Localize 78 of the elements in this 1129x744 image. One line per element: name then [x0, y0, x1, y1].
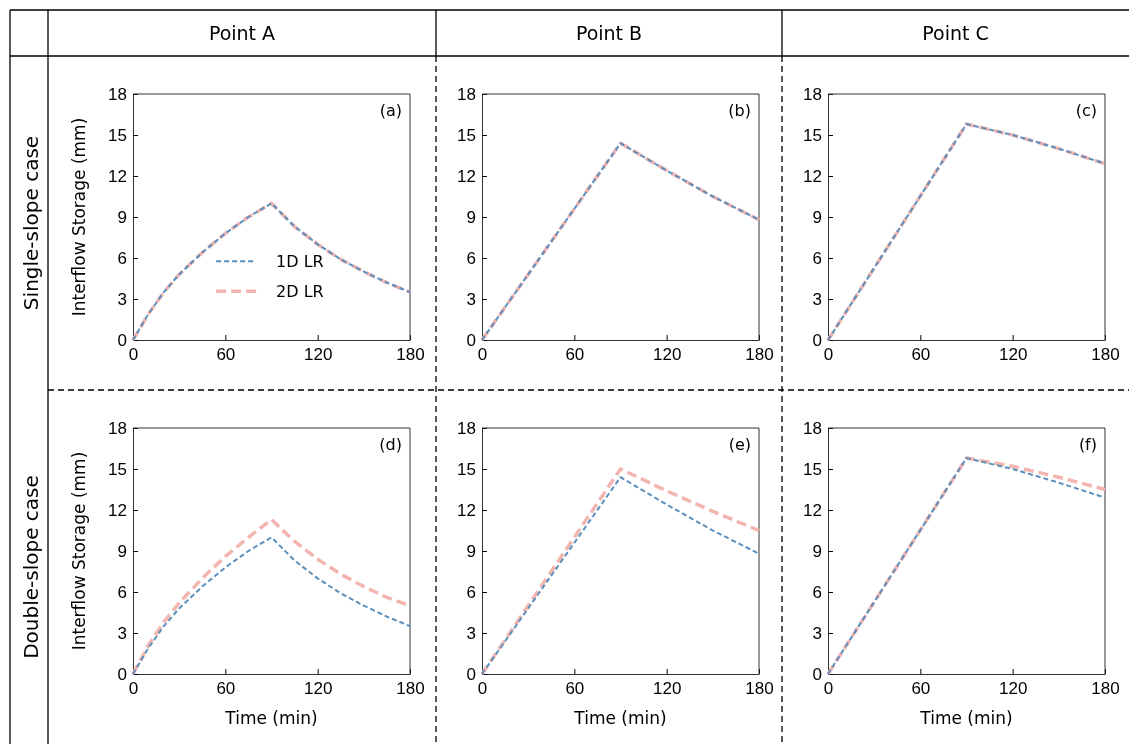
y-tick-label: 15 — [457, 459, 476, 479]
y-tick-label: 18 — [457, 84, 476, 104]
y-tick-label: 9 — [466, 207, 476, 227]
y-tick-label: 15 — [457, 125, 476, 145]
y-tick-label: 9 — [117, 207, 127, 227]
x-tick-label: 180 — [745, 345, 774, 365]
annotation: (f) — [1078, 435, 1097, 454]
y-tick-label: 15 — [108, 459, 127, 479]
x-tick-label: 120 — [998, 679, 1028, 699]
x-tick-label: 60 — [565, 345, 585, 365]
y-tick-label: 12 — [457, 166, 476, 186]
y-tick-label: 0 — [117, 330, 127, 350]
y-axis-title: Interflow Storage (mm) — [69, 117, 89, 317]
x-tick-label: 60 — [216, 679, 236, 699]
y-tick-label: 12 — [803, 166, 822, 186]
y-tick-label: 6 — [466, 248, 476, 268]
y-tick-label: 18 — [108, 84, 127, 104]
y-tick-label: 0 — [466, 664, 476, 684]
x-tick-label: 60 — [216, 345, 236, 365]
y-tick-label: 0 — [812, 664, 822, 684]
annotation: (c) — [1075, 101, 1097, 120]
y-tick-label: 3 — [812, 623, 822, 643]
x-tick-label: 120 — [303, 345, 333, 365]
x-tick-label: 60 — [911, 679, 931, 699]
y-tick-label: 0 — [466, 330, 476, 350]
x-tick-label: 180 — [396, 679, 425, 699]
y-tick-label: 12 — [457, 500, 476, 520]
legend-label: 2D LR — [276, 282, 324, 302]
y-tick-label: 3 — [466, 289, 476, 309]
x-tick-label: 120 — [998, 345, 1028, 365]
y-tick-label: 15 — [803, 125, 822, 145]
text: Single-slope case — [19, 135, 43, 311]
x-tick-label: 180 — [396, 345, 425, 365]
y-tick-label: 12 — [108, 166, 127, 186]
x-axis-title: Time (min) — [224, 708, 318, 728]
y-tick-label: 9 — [812, 541, 822, 561]
annotation: (d) — [379, 435, 402, 454]
y-tick-label: 6 — [812, 248, 822, 268]
x-tick-label: 180 — [1091, 345, 1120, 365]
text: Double-slope case — [19, 475, 43, 659]
annotation: (e) — [728, 435, 751, 454]
y-tick-label: 9 — [466, 541, 476, 561]
y-tick-label: 0 — [117, 664, 127, 684]
y-tick-label: 6 — [466, 582, 476, 602]
x-tick-label: 120 — [652, 345, 682, 365]
y-tick-label: 3 — [812, 289, 822, 309]
y-tick-label: 12 — [108, 500, 127, 520]
y-tick-label: 3 — [466, 623, 476, 643]
chart-title: Point A — [208, 22, 276, 44]
y-tick-label: 18 — [457, 418, 476, 438]
chart-title: Point B — [575, 22, 643, 44]
x-axis-title: Time (min) — [919, 708, 1013, 728]
y-tick-label: 15 — [803, 459, 822, 479]
y-tick-label: 6 — [812, 582, 822, 602]
annotation: (b) — [728, 101, 751, 120]
chart-title: Point C — [922, 22, 989, 44]
x-tick-label: 180 — [1091, 679, 1120, 699]
x-tick-label: 120 — [303, 679, 333, 699]
x-axis-title: Time (min) — [573, 708, 667, 728]
y-tick-label: 3 — [117, 623, 127, 643]
y-tick-label: 9 — [117, 541, 127, 561]
legend-label: 1D LR — [276, 252, 324, 272]
x-tick-label: 120 — [652, 679, 682, 699]
y-tick-label: 9 — [812, 207, 822, 227]
x-tick-label: 60 — [911, 345, 931, 365]
y-tick-label: 15 — [108, 125, 127, 145]
y-tick-label: 0 — [812, 330, 822, 350]
x-tick-label: 60 — [565, 679, 585, 699]
y-tick-label: 6 — [117, 248, 127, 268]
annotation: (a) — [379, 101, 402, 120]
y-tick-label: 3 — [117, 289, 127, 309]
y-tick-label: 6 — [117, 582, 127, 602]
y-tick-label: 12 — [803, 500, 822, 520]
y-tick-label: 18 — [803, 418, 822, 438]
y-tick-label: 18 — [803, 84, 822, 104]
y-tick-label: 18 — [108, 418, 127, 438]
x-tick-label: 180 — [745, 679, 774, 699]
y-axis-title: Interflow Storage (mm) — [69, 451, 89, 651]
